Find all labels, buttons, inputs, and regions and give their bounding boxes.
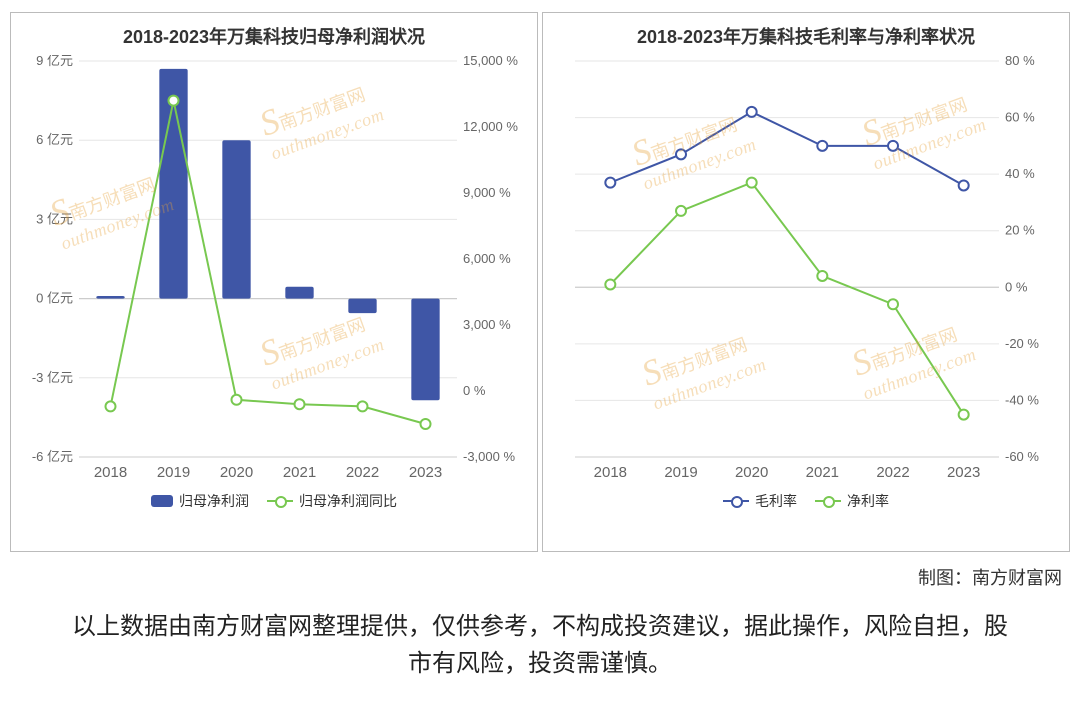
left-chart-plot: -6 亿元 -3 亿元 0 亿元 3 亿元 6 亿元 9 亿元 -3,000 % 0 % 3,0… (25, 55, 523, 485)
svg-text:2018: 2018 (594, 464, 627, 481)
svg-text:2020: 2020 (735, 464, 768, 481)
svg-text:80 %: 80 % (1005, 55, 1035, 68)
right-chart-title: 2018-2023年万集科技毛利率与净利率状况 (557, 23, 1055, 49)
legend-label: 归母净利润 (179, 491, 249, 511)
svg-text:-60 %: -60 % (1005, 449, 1039, 464)
legend-swatch-line-icon (723, 500, 749, 502)
panels-row: 2018-2023年万集科技归母净利润状况 -6 亿元 -3 亿元 0 亿元 3 亿元… (10, 12, 1070, 552)
svg-text:12,000 %: 12,000 % (463, 119, 518, 134)
svg-text:3,000 %: 3,000 % (463, 317, 511, 332)
svg-text:2023: 2023 (947, 464, 980, 481)
credit-text: 制图：南方财富网 (10, 564, 1062, 590)
right-chart-plot: -60 % -40 % -20 % 0 % 20 % 40 % 60 % 80 % 2018 20… (557, 55, 1055, 485)
legend-label: 归母净利润同比 (299, 491, 397, 511)
svg-text:2021: 2021 (283, 464, 316, 481)
right-panel: 2018-2023年万集科技毛利率与净利率状况 -60 % -40 % -20 % 0… (542, 12, 1070, 552)
svg-text:60 %: 60 % (1005, 110, 1035, 125)
svg-text:20 %: 20 % (1005, 223, 1035, 238)
svg-text:-20 %: -20 % (1005, 336, 1039, 351)
svg-text:2021: 2021 (806, 464, 839, 481)
svg-text:0 亿元: 0 亿元 (36, 291, 73, 306)
legend-item-line-green: 归母净利润同比 (267, 491, 397, 511)
svg-text:3 亿元: 3 亿元 (36, 211, 73, 226)
svg-text:15,000 %: 15,000 % (463, 55, 518, 68)
svg-text:40 %: 40 % (1005, 166, 1035, 181)
svg-text:2023: 2023 (409, 464, 442, 481)
svg-text:6,000 %: 6,000 % (463, 251, 511, 266)
legend-label: 净利率 (847, 491, 889, 511)
legend-swatch-line-icon (815, 500, 841, 502)
svg-text:6 亿元: 6 亿元 (36, 132, 73, 147)
left-chart-title: 2018-2023年万集科技归母净利润状况 (25, 23, 523, 49)
svg-text:-6 亿元: -6 亿元 (32, 449, 73, 464)
legend-item-line-green2: 净利率 (815, 491, 889, 511)
svg-text:2022: 2022 (346, 464, 379, 481)
legend-item-bar: 归母净利润 (151, 491, 249, 511)
left-chart-legend: 归母净利润 归母净利润同比 (25, 491, 523, 511)
right-chart-legend: 毛利率 净利率 (557, 491, 1055, 511)
legend-swatch-bar-icon (151, 495, 173, 507)
svg-text:2019: 2019 (664, 464, 697, 481)
figure-container: 2018-2023年万集科技归母净利润状况 -6 亿元 -3 亿元 0 亿元 3 亿元… (10, 0, 1070, 682)
legend-item-line-blue: 毛利率 (723, 491, 797, 511)
svg-text:2022: 2022 (876, 464, 909, 481)
left-panel: 2018-2023年万集科技归母净利润状况 -6 亿元 -3 亿元 0 亿元 3 亿元… (10, 12, 538, 552)
svg-text:9 亿元: 9 亿元 (36, 55, 73, 68)
svg-text:2019: 2019 (157, 464, 190, 481)
svg-text:0 %: 0 % (463, 383, 486, 398)
svg-text:-40 %: -40 % (1005, 392, 1039, 407)
svg-text:0 %: 0 % (1005, 279, 1028, 294)
legend-label: 毛利率 (755, 491, 797, 511)
disclaimer-text: 以上数据由南方财富网整理提供，仅供参考，不构成投资建议，据此操作，风险自担，股市… (70, 608, 1010, 682)
svg-text:-3,000 %: -3,000 % (463, 449, 515, 464)
legend-swatch-line-icon (267, 500, 293, 502)
svg-text:2018: 2018 (94, 464, 127, 481)
svg-text:2020: 2020 (220, 464, 253, 481)
svg-text:9,000 %: 9,000 % (463, 185, 511, 200)
svg-text:-3 亿元: -3 亿元 (32, 370, 73, 385)
